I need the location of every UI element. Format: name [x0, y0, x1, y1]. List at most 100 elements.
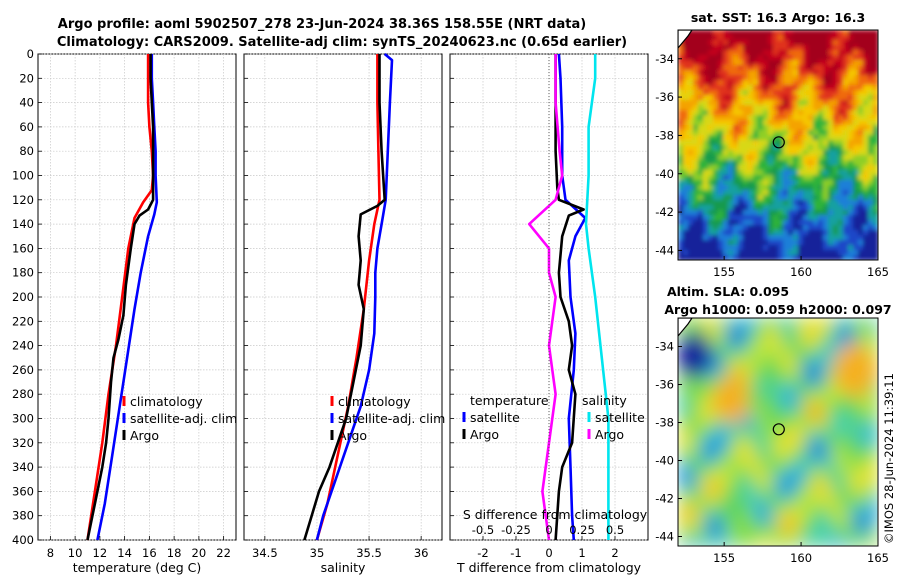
map-cell: [783, 392, 789, 398]
xtick-label: 12: [93, 546, 108, 560]
map-cell: [808, 451, 814, 458]
map-cell: [753, 466, 759, 473]
map-cell: [863, 195, 869, 201]
map-cell: [703, 446, 709, 453]
map-cell: [743, 75, 749, 81]
map-cell: [738, 446, 744, 453]
map-cell: [803, 402, 809, 408]
map-cell: [868, 516, 874, 522]
map-cell: [863, 392, 869, 398]
map-cell: [798, 427, 804, 433]
map-cell: [768, 318, 774, 324]
map-cell: [773, 496, 779, 502]
map-cell: [808, 377, 814, 384]
map-cell: [853, 245, 859, 251]
map-cell: [698, 432, 704, 438]
map-cell: [713, 190, 719, 196]
map-cell: [748, 165, 754, 171]
map-cell: [803, 327, 809, 334]
map-cell: [718, 65, 724, 71]
map-cell: [733, 486, 739, 493]
map-cell: [688, 486, 694, 493]
map-cell: [853, 130, 859, 136]
map-cell: [718, 120, 724, 126]
map-cell: [683, 407, 689, 413]
map-cell: [713, 407, 719, 413]
map-cell: [693, 30, 699, 36]
map-cell: [828, 165, 834, 171]
map-cell: [713, 347, 719, 354]
map-cell: [718, 215, 724, 221]
map-cell: [713, 145, 719, 151]
map-cell: [683, 367, 689, 374]
map-cell: [793, 541, 799, 546]
map-cell: [753, 377, 759, 384]
map-cell: [823, 195, 829, 201]
map-cell: [823, 210, 829, 216]
map-cell: [863, 65, 869, 71]
map-cell: [698, 80, 704, 86]
map-cell: [763, 170, 769, 176]
map-cell: [698, 461, 704, 468]
map-cell: [838, 347, 844, 354]
map-cell: [758, 407, 764, 413]
map-cell: [873, 225, 878, 231]
map-cell: [698, 110, 704, 116]
map-cell: [828, 357, 834, 364]
map-cell: [848, 332, 854, 339]
map-cell: [698, 35, 704, 41]
map-cell: [703, 456, 709, 463]
map-cell: [748, 160, 754, 166]
map-cell: [758, 521, 764, 527]
map-cell: [703, 392, 709, 398]
map-cell: [748, 145, 754, 151]
map-cell: [693, 35, 699, 41]
map-cell: [738, 432, 744, 438]
map-cell: [783, 367, 789, 374]
map-cell: [678, 372, 684, 379]
map-cell: [858, 476, 864, 483]
map-cell: [713, 165, 719, 171]
map-cell: [838, 165, 844, 171]
map-cell: [748, 130, 754, 136]
map-cell: [818, 536, 824, 542]
map-cell: [693, 481, 699, 488]
map-cell: [833, 437, 839, 443]
map-cell: [853, 332, 859, 339]
xtick-label: 20: [192, 546, 207, 560]
profile-panels: 8 10 12 14 16 18 20 220204060801001201401601802…: [12, 47, 649, 575]
map-cell: [703, 461, 709, 468]
map-cell: [803, 486, 809, 493]
map-cell: [868, 65, 874, 71]
map-cell: [693, 337, 699, 344]
map-cell: [853, 115, 859, 121]
map-cell: [873, 318, 878, 324]
map-cell: [778, 195, 784, 201]
map-cell: [788, 451, 794, 458]
map-cell: [758, 337, 764, 344]
map-cell: [718, 526, 724, 532]
map-cell: [803, 150, 809, 156]
map-cell: [823, 70, 829, 76]
map-cell: [863, 60, 869, 66]
map-cell: [863, 230, 869, 236]
map-cell: [693, 240, 699, 246]
map-cell: [748, 190, 754, 196]
map-cell: [708, 70, 714, 76]
map-cell: [818, 105, 824, 111]
map-cell: [873, 85, 878, 91]
map-cell: [813, 526, 819, 532]
map-cell: [803, 342, 809, 349]
map-cell: [728, 397, 734, 403]
map-cell: [788, 422, 794, 428]
map-cell: [818, 80, 824, 86]
map-cell: [788, 90, 794, 96]
map-cell: [748, 456, 754, 463]
map-cell: [873, 30, 878, 36]
map-cell: [848, 367, 854, 374]
map-cell: [788, 536, 794, 542]
map-cell: [713, 412, 719, 418]
map-cell: [688, 422, 694, 428]
map-cell: [738, 397, 744, 403]
map-cell: [748, 195, 754, 201]
